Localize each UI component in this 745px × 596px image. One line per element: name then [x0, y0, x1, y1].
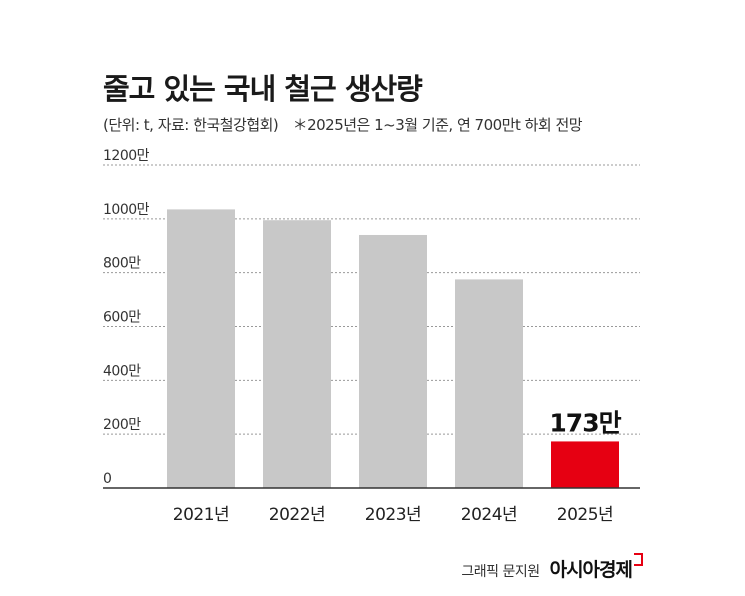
data-label: 173만 — [549, 408, 621, 437]
y-tick-label: 800만 — [103, 256, 141, 272]
bar — [167, 209, 235, 488]
bar — [263, 220, 331, 488]
bar — [359, 234, 427, 488]
x-tick-label: 2022년 — [269, 505, 325, 525]
bar — [455, 279, 523, 488]
x-tick-label: 2021년 — [173, 505, 229, 525]
y-tick-label: 600만 — [103, 310, 141, 326]
x-tick-label: 2025년 — [557, 505, 613, 525]
forecast-note: ＊2025년은 1~3월 기준, 연 700만t 하회 전망 — [292, 116, 583, 134]
credit-line: 그래픽 문지원 아시아경제 — [461, 553, 643, 582]
brand-name: 아시아경제 — [549, 559, 633, 581]
bar — [551, 441, 619, 488]
chart-title: 줄고 있는 국내 철근 생산량 — [103, 72, 423, 106]
chart-subtitle: (단위: t, 자료: 한국철강협회) ＊2025년은 1~3월 기준, 연 7… — [103, 114, 592, 135]
y-tick-label: 1200만 — [103, 148, 150, 164]
graphic-credit: 그래픽 문지원 — [461, 564, 540, 580]
brand-mark-icon — [634, 553, 643, 566]
brand-logo: 아시아경제 — [549, 553, 643, 582]
y-tick-label: 0 — [103, 471, 111, 487]
x-tick-label: 2023년 — [365, 505, 421, 525]
unit-source-note: (단위: t, 자료: 한국철강협회) — [103, 116, 279, 134]
y-tick-label: 200만 — [103, 417, 141, 433]
y-tick-label: 1000만 — [103, 202, 150, 218]
y-tick-label: 400만 — [103, 363, 141, 379]
x-tick-label: 2024년 — [461, 505, 517, 525]
